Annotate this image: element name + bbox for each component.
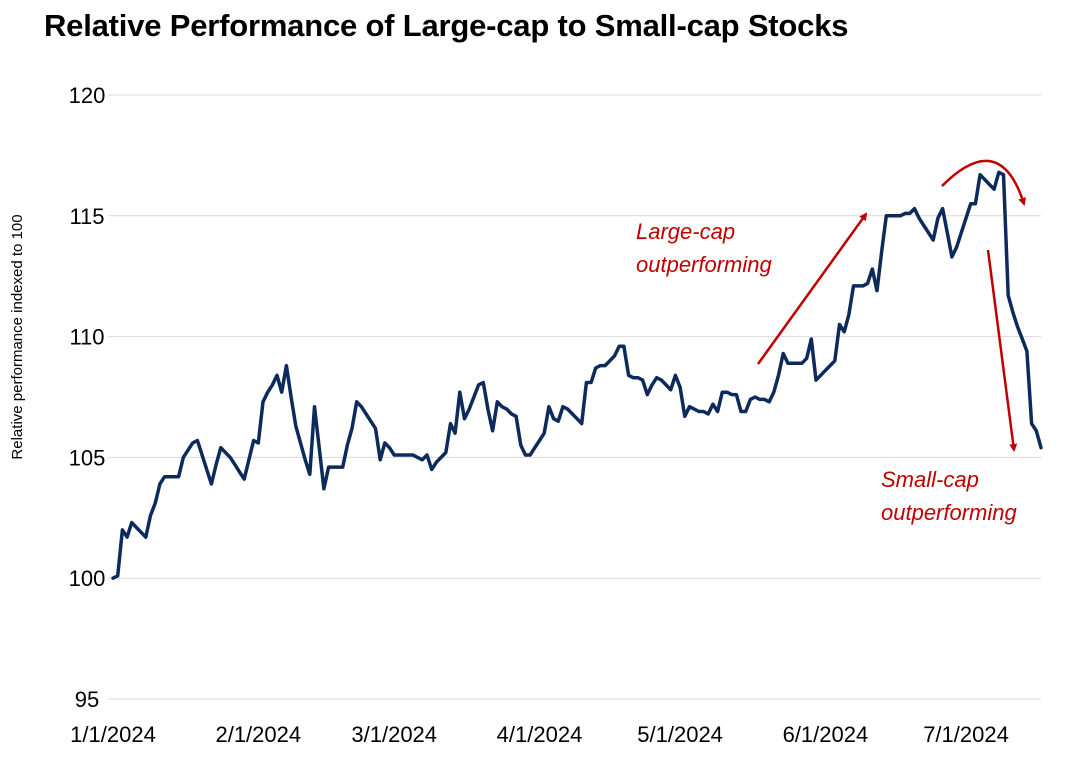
series-group — [111, 170, 1043, 580]
x-tick-label: 7/1/2024 — [923, 722, 1009, 747]
y-tick-label: 120 — [69, 83, 106, 108]
annotation-large-cap-line2: outperforming — [636, 252, 773, 277]
x-tick-label: 5/1/2024 — [637, 722, 723, 747]
series-line — [111, 170, 1043, 580]
y-tick-label: 100 — [69, 566, 106, 591]
arrow-peak-curve — [941, 159, 1027, 206]
y-tick-label: 110 — [69, 325, 104, 350]
x-tick-label: 6/1/2024 — [783, 722, 869, 747]
x-tick-label: 3/1/2024 — [351, 722, 437, 747]
y-axis-label: Relative performance indexed to 100 — [9, 214, 26, 459]
arrow-small-cap-down — [986, 249, 1018, 452]
y-tick-label: 115 — [69, 204, 104, 229]
annotation-small-cap-line2: outperforming — [881, 500, 1018, 525]
gridlines — [108, 94, 1041, 700]
annotation-small-cap-line1: Small-cap — [881, 467, 979, 492]
annotation-large-cap-line1: Large-cap — [636, 219, 735, 244]
chart-title: Relative Performance of Large-cap to Sma… — [44, 8, 849, 43]
y-tick-label: 95 — [75, 687, 99, 712]
y-tick-label: 105 — [69, 445, 106, 470]
x-tick-label: 1/1/2024 — [70, 722, 156, 747]
x-tick-label: 2/1/2024 — [215, 722, 301, 747]
y-axis-ticks: 95 100 105 110 115 120 — [69, 83, 106, 712]
x-axis-ticks: 1/1/2024 2/1/2024 3/1/2024 4/1/2024 5/1/2024… — [70, 722, 1009, 747]
x-tick-label: 4/1/2024 — [497, 722, 583, 747]
arrow-large-cap-up — [756, 212, 868, 365]
